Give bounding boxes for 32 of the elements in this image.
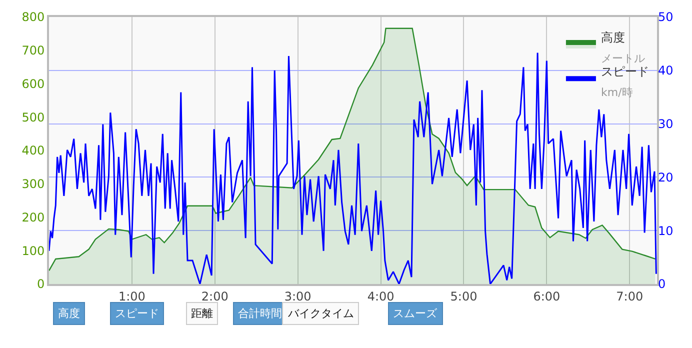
y2-tick-label: 50 (658, 10, 674, 24)
text: スムーズ (393, 307, 438, 320)
x-tick-label: 5:00 (450, 289, 478, 304)
y2-tick-label: 30 (658, 117, 674, 131)
y-tick-label: 500 (22, 110, 45, 124)
x-tick-label: 6:00 (533, 289, 560, 304)
y-tick-label: 0 (36, 277, 45, 292)
y2-tick-label: 40 (658, 64, 674, 78)
text: 高度 (58, 307, 80, 320)
legend-label: 高度 (600, 30, 625, 44)
legend-label: スピード (600, 64, 649, 79)
y-tick-label: 800 (22, 10, 45, 24)
x-tick-label: 2:00 (201, 289, 228, 304)
y-tick-label: 100 (22, 244, 45, 258)
y-tick-label: 300 (22, 177, 45, 192)
annotation: メートル (601, 52, 645, 65)
y2-tick-label: 20 (658, 170, 674, 184)
y-tick-label: 400 (22, 144, 45, 158)
y-tick-label: 200 (22, 210, 45, 224)
y2-tick-label: 10 (658, 224, 674, 238)
y2-tick-label: 0 (658, 277, 666, 292)
text: スピード (115, 307, 159, 320)
x-tick-label: 1:00 (118, 289, 146, 304)
annotation: km/時 (601, 86, 633, 99)
x-tick-label: 7:00 (616, 289, 644, 304)
text: バイクタイム (287, 307, 354, 320)
x-tick-label: 4:00 (367, 289, 394, 304)
y-tick-label: 600 (22, 76, 45, 91)
y-tick-label: 700 (22, 44, 45, 58)
text: 距離 (191, 307, 213, 320)
text: 合計時間 (238, 307, 282, 320)
x-tick-label: 3:00 (284, 289, 312, 304)
